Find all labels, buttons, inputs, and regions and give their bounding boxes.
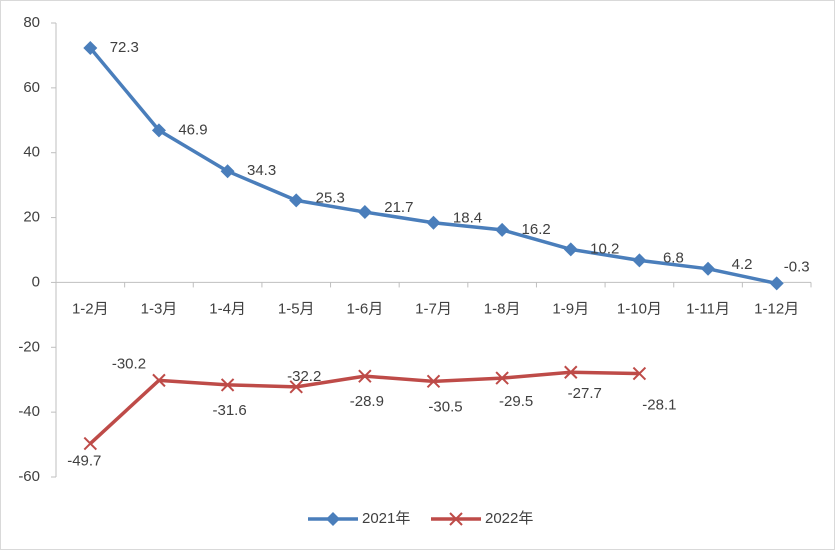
data-label: -0.3 xyxy=(784,258,810,275)
data-label: 10.2 xyxy=(590,240,619,257)
legend: 2021年 2022年 xyxy=(308,510,533,527)
marker xyxy=(151,123,166,138)
data-label: -31.6 xyxy=(212,402,246,419)
data-label: 34.3 xyxy=(247,162,276,179)
x-tick-label: 1-10月 xyxy=(617,300,662,317)
marker xyxy=(563,242,578,257)
marker xyxy=(83,40,98,55)
data-label: 72.3 xyxy=(110,39,139,56)
marker xyxy=(220,164,235,179)
x-tick-label: 1-8月 xyxy=(484,300,521,317)
y-tick-label: 60 xyxy=(23,79,40,96)
marker xyxy=(632,253,647,268)
data-label: 21.7 xyxy=(384,199,413,216)
y-tick-label: -40 xyxy=(18,403,40,420)
legend-label: 2022年 xyxy=(485,510,533,527)
data-label: 18.4 xyxy=(453,210,482,227)
data-label: 46.9 xyxy=(178,121,207,138)
x-tick-label: 1-12月 xyxy=(754,300,799,317)
marker xyxy=(357,205,372,220)
marker xyxy=(83,436,98,451)
marker xyxy=(495,222,510,237)
marker xyxy=(289,380,303,394)
marker xyxy=(449,512,463,526)
marker xyxy=(358,369,372,383)
data-label: -27.7 xyxy=(568,385,602,402)
y-tick-label: 40 xyxy=(23,144,40,161)
marker xyxy=(495,371,509,385)
marker xyxy=(769,276,784,291)
data-label: -29.5 xyxy=(499,393,533,410)
x-tick-label: 1-6月 xyxy=(347,300,384,317)
marker xyxy=(564,365,578,379)
data-label: -30.2 xyxy=(112,355,146,372)
data-label: -28.9 xyxy=(350,393,384,410)
y-tick-label: -20 xyxy=(18,338,40,355)
data-label: -28.1 xyxy=(642,397,676,414)
legend-label: 2021年 xyxy=(362,510,410,527)
marker xyxy=(701,261,716,276)
data-label: -30.5 xyxy=(428,398,462,415)
x-tick-label: 1-4月 xyxy=(209,300,246,317)
x-tick-label: 1-5月 xyxy=(278,300,315,317)
data-label: 4.2 xyxy=(732,256,753,273)
x-tick-label: 1-11月 xyxy=(686,300,730,317)
x-tick-label: 1-2月 xyxy=(72,300,109,317)
marker xyxy=(426,374,441,389)
x-tick-label: 1-9月 xyxy=(552,300,589,317)
x-tick-label: 1-7月 xyxy=(415,300,452,317)
data-label: -49.7 xyxy=(67,453,101,470)
marker xyxy=(289,193,304,208)
marker xyxy=(426,215,441,230)
y-tick-label: 20 xyxy=(23,209,40,226)
data-label: -32.2 xyxy=(287,368,321,385)
marker xyxy=(632,366,647,381)
x-tick-label: 1-3月 xyxy=(141,300,178,317)
data-label: 6.8 xyxy=(663,249,684,266)
marker xyxy=(152,373,166,388)
data-label: 25.3 xyxy=(316,189,345,206)
data-label: 16.2 xyxy=(522,221,551,238)
y-tick-label: -60 xyxy=(18,468,40,485)
marker xyxy=(326,512,340,526)
marker xyxy=(220,378,235,392)
y-tick-label: 0 xyxy=(32,273,40,290)
y-tick-label: 80 xyxy=(23,14,40,31)
